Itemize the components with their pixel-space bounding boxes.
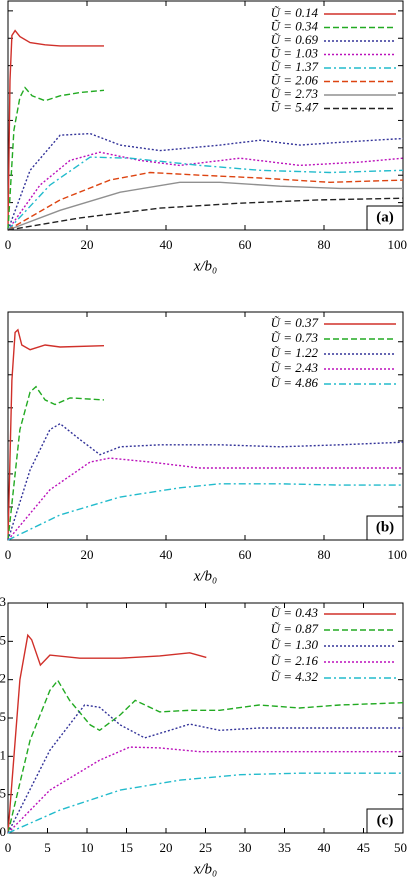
line-series [7, 457, 403, 541]
line-series [7, 151, 404, 231]
line-series [7, 746, 403, 834]
line-series [7, 704, 403, 834]
legend-label: Ũ = 0.73 [271, 330, 319, 345]
line-series [7, 156, 404, 231]
line-series [7, 633, 207, 834]
panel-label: (a) [376, 209, 394, 225]
y-tick-label: 2 [0, 671, 6, 686]
legend-label: Ũ = 5.47 [271, 99, 319, 114]
y-tick-label: 1 [0, 747, 6, 762]
x-axis-label: x/b₀ [193, 568, 218, 584]
legend-label: Ũ = 4.86 [271, 375, 319, 390]
x-tick-label: 0 [5, 547, 12, 562]
x-tick-label: 100 [388, 237, 408, 252]
x-tick-label: 35 [278, 840, 291, 855]
x-tick-label: 0 [5, 237, 12, 252]
x-tick-label: 15 [120, 840, 133, 855]
x-tick-label: 45 [357, 840, 370, 855]
x-tick-label: 20 [81, 237, 94, 252]
x-tick-label: 60 [239, 547, 252, 562]
x-tick-label: 50 [394, 840, 407, 855]
plot-frame [7, 602, 404, 834]
line-series [7, 679, 404, 834]
legend-label: Ũ = 0.37 [271, 315, 319, 330]
panel-label-box [366, 515, 404, 541]
line-series [7, 86, 105, 231]
x-tick-label: 40 [318, 840, 331, 855]
y-tick-label: 2.5 [0, 632, 6, 647]
legend-label: Ũ = 0.14 [271, 5, 319, 20]
x-tick-label: 60 [239, 237, 252, 252]
legend-label: Ũ = 0.69 [271, 32, 319, 47]
x-tick-label: 100 [388, 547, 408, 562]
x-tick-label: 20 [160, 840, 173, 855]
x-tick-label: 25 [199, 840, 212, 855]
legend-label: Ũ = 1.30 [271, 637, 319, 652]
x-tick-label: 40 [160, 237, 173, 252]
legend-label: Ũ = 0.43 [271, 605, 319, 620]
x-tick-label: 80 [318, 547, 331, 562]
line-series [7, 483, 403, 541]
legend-label: Ũ = 1.22 [271, 345, 319, 360]
legend-label: Ũ = 1.03 [271, 45, 319, 60]
x-tick-label: 10 [81, 840, 94, 855]
legend-label: Ũ = 2.73 [271, 86, 319, 101]
x-tick-label: 30 [239, 840, 252, 855]
line-series [7, 422, 404, 541]
legend-label: Ũ = 2.06 [271, 72, 319, 87]
line-series [7, 197, 404, 231]
y-tick-label: 1.5 [0, 709, 6, 724]
y-tick-label: 3 [0, 594, 6, 609]
line-series [7, 171, 404, 231]
line-series [7, 132, 404, 231]
x-axis-label: x/b₀ [193, 258, 218, 274]
x-tick-label: 40 [160, 547, 173, 562]
line-series [7, 385, 105, 541]
legend-label: Ũ = 0.34 [271, 18, 319, 33]
panel-label: (c) [377, 812, 394, 828]
plot-frame [7, 311, 404, 541]
x-axis-label: x/b₀ [193, 861, 218, 877]
y-tick-label: 0.5 [0, 786, 6, 801]
legend-label: Ũ = 4.32 [271, 669, 319, 684]
panel-label-box [366, 205, 404, 231]
x-tick-label: 0 [5, 840, 12, 855]
legend-label: Ũ = 2.43 [271, 360, 319, 375]
y-tick-label: 0 [0, 824, 6, 839]
line-series [7, 181, 403, 231]
line-series [7, 328, 105, 541]
line-series [7, 29, 104, 231]
panel-label: (b) [376, 519, 394, 535]
panel-label-box [366, 808, 404, 834]
legend-label: Ũ = 2.16 [271, 653, 319, 668]
x-tick-label: 5 [44, 840, 51, 855]
plot-frame [7, 0, 404, 231]
legend-label: Ũ = 1.37 [271, 59, 319, 74]
legend-label: Ũ = 0.87 [271, 621, 319, 636]
x-tick-label: 80 [318, 237, 331, 252]
line-series [7, 772, 403, 834]
x-tick-label: 20 [81, 547, 94, 562]
